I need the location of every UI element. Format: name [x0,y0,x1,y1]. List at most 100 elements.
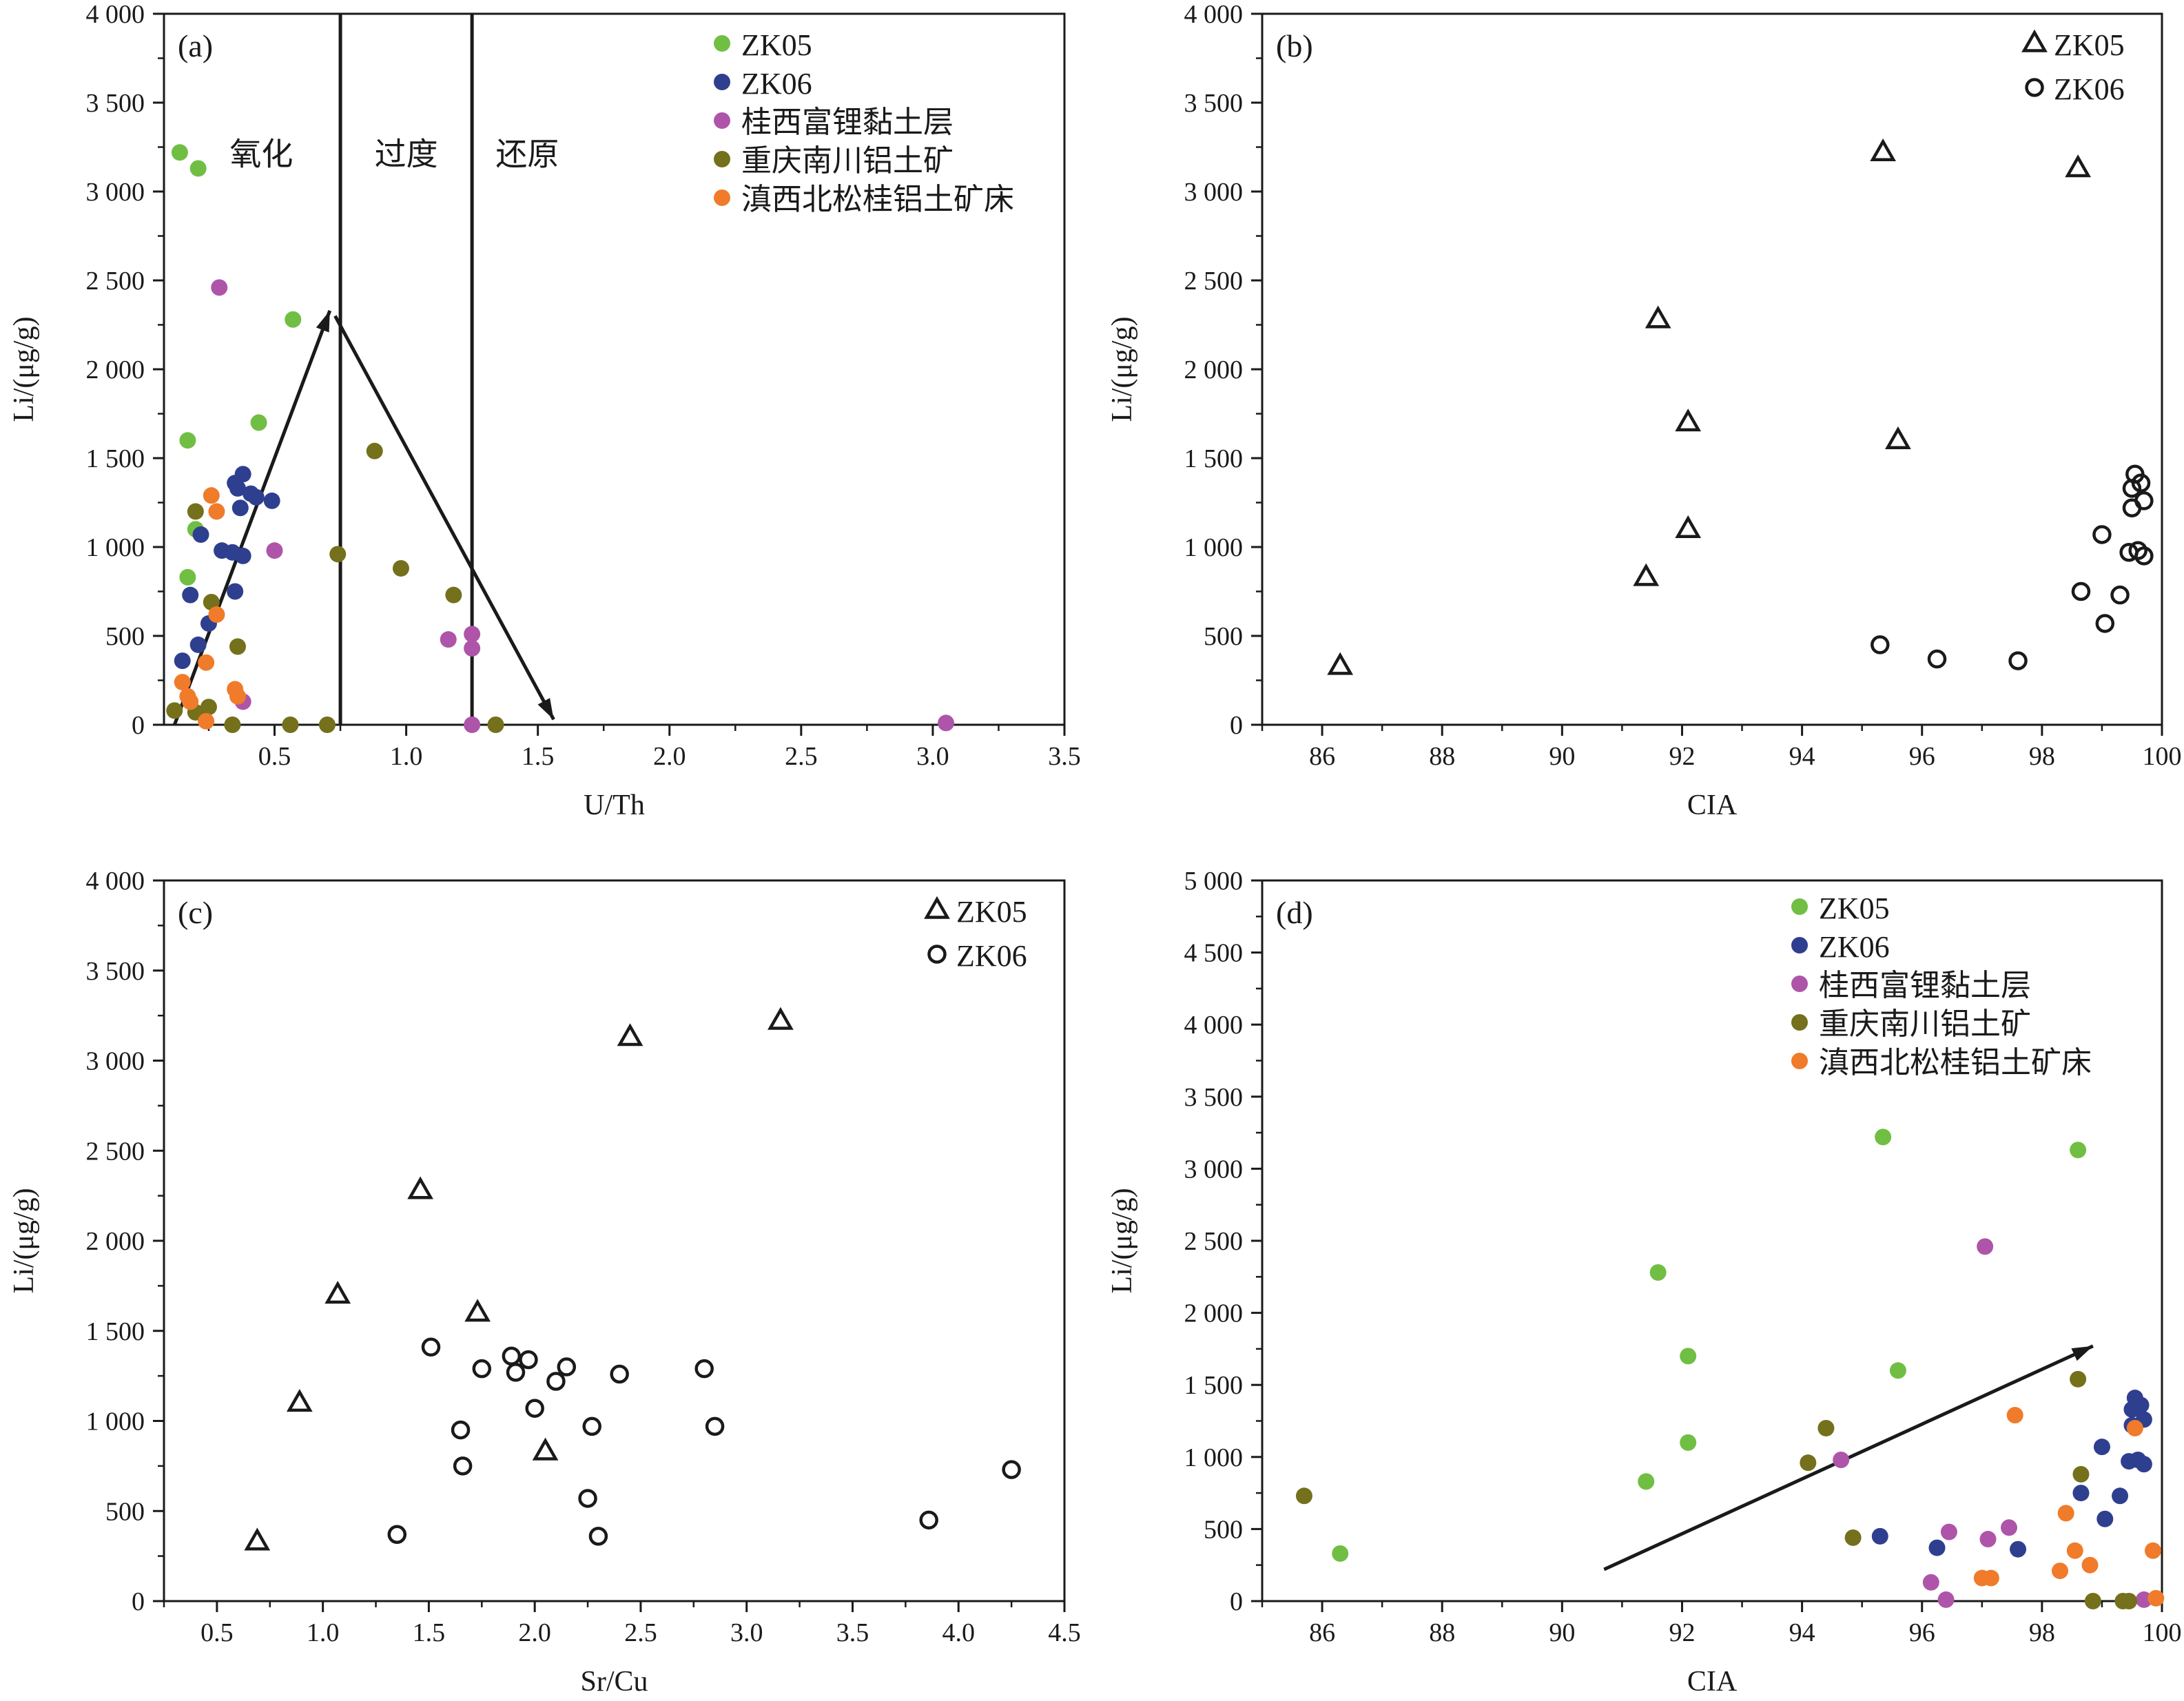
data-point [2051,1563,2068,1580]
data-point [2072,1485,2090,1502]
data-point [1940,1523,1957,1540]
data-point [229,638,247,655]
legend-entry: ZK05 [1819,891,1890,925]
data-point [1002,1460,1021,1479]
legend-entry: ZK06 [1819,930,1890,964]
plot-frame [163,879,1066,1602]
y-tick-label: 4 000 [86,0,145,29]
x-axis-title: CIA [1687,1666,1738,1698]
data-point [445,586,462,604]
data-point [198,654,215,671]
data-point [229,480,247,497]
y-tick-label: 0 [1230,1587,1243,1616]
data-point [2135,1456,2152,1473]
panel-label: (c) [178,895,213,930]
data-point [2084,1593,2101,1609]
data-point [2070,1142,2087,1159]
x-tick-label: 3.0 [916,742,949,771]
data-point [440,631,457,648]
y-tick-label: 500 [105,1497,145,1526]
x-tick-label: 4.5 [1048,1618,1081,1647]
data-point [2095,614,2115,633]
data-point [464,1299,491,1322]
data-point [392,559,409,577]
data-point [187,503,204,520]
data-point [1649,1264,1667,1281]
data-point [546,1372,566,1391]
x-tick-label: 92 [1669,742,1695,771]
data-point [2097,1510,2114,1527]
data-point [2071,581,2091,601]
y-tick-label: 1 500 [86,1317,145,1346]
data-point [189,160,207,177]
data-point [192,526,209,543]
data-point [208,606,225,623]
y-axis-title: Li/(μg/g) [1106,316,1138,422]
trend-arrow-head [537,698,554,720]
legend-entry: ZK05 [956,895,1027,929]
x-tick-label: 1.5 [522,742,555,771]
legend-marker [714,112,730,129]
panel-label: (b) [1276,28,1313,63]
data-point [174,674,191,691]
data-point [610,1364,629,1384]
x-tick-label: 88 [1429,1618,1455,1647]
data-point [421,1337,441,1357]
data-point [227,583,244,600]
y-tick-label: 500 [1204,622,1243,651]
data-point [1800,1454,1817,1472]
x-tick-label: 94 [1789,1618,1815,1647]
data-point [208,503,225,520]
data-point [1922,1574,1939,1591]
trend-arrow [333,315,555,721]
data-point [1871,635,1890,654]
data-point [1871,1527,1888,1545]
data-point [1633,563,1660,586]
data-point [2134,546,2154,566]
legend-entry: 滇西北松桂铝土矿床 [1819,1046,2092,1080]
data-point [2081,1556,2099,1574]
data-point [231,499,249,517]
data-point [387,1525,407,1544]
y-tick-label: 4 500 [1184,939,1244,968]
data-point [582,1416,601,1436]
data-point [244,1527,271,1551]
legend-entry: ZK05 [741,28,812,62]
y-tick-label: 1 000 [1184,1443,1244,1472]
data-point [2134,491,2154,511]
data-point [182,586,199,604]
y-axis-title: Li/(μg/g) [1106,1188,1138,1293]
legend-marker [927,945,947,964]
data-point [472,1359,492,1379]
data-point [1928,1539,1946,1556]
data-point [1327,652,1354,675]
x-tick-label: 4.0 [942,1618,975,1647]
data-point [2072,1465,2090,1483]
data-point [318,717,336,733]
y-tick-label: 1 500 [1184,444,1244,473]
data-point [919,1510,938,1530]
panel-a-uth-vs-li: 0.5 1.0 1.5 2.0 2.5 3.0 3.5 0 500 1 000 1 500 2 000… [8,0,1081,821]
data-point [453,1456,473,1476]
x-tick-label: 86 [1309,1618,1335,1647]
data-point [617,1023,643,1047]
x-tick-label: 0.5 [200,1618,234,1647]
data-point [2144,1542,2161,1559]
data-point [1817,1419,1835,1436]
x-tick-label: 2.5 [624,1618,657,1647]
x-axis-title: Sr/Cu [580,1666,648,1698]
x-axis-title: CIA [1687,790,1738,821]
data-point [286,1389,313,1412]
data-point [179,432,196,449]
panel-label: (d) [1276,895,1313,930]
data-point [1979,1531,1997,1548]
x-tick-label: 98 [2029,1618,2055,1647]
x-tick-label: 0.5 [258,742,291,771]
data-point [2066,1542,2083,1559]
panel-label: (a) [178,28,213,63]
data-point [578,1489,597,1508]
data-point [2093,1439,2110,1456]
y-tick-label: 500 [105,622,145,651]
x-tick-label: 88 [1429,742,1455,771]
zone-label: 氧化 [229,136,293,172]
